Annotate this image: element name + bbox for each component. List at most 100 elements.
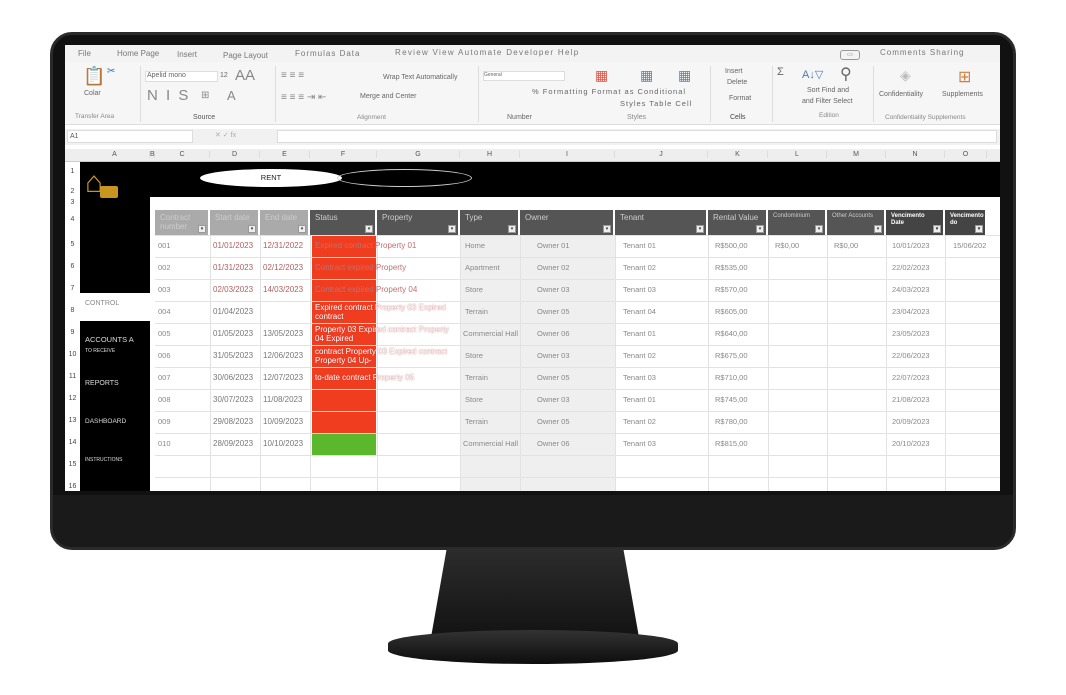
tenant[interactable]: Tenant 03 xyxy=(623,285,656,294)
tab-home[interactable]: Home Page xyxy=(117,49,160,58)
contract-number[interactable]: 004 xyxy=(158,307,171,316)
sidebar-menu-item[interactable]: INSTRUCTIONS xyxy=(85,457,123,463)
rental-value[interactable]: R$710,00 xyxy=(715,373,748,382)
due-date[interactable]: 20/09/2023 xyxy=(892,417,930,426)
start-date[interactable]: 30/07/2023 xyxy=(213,395,254,404)
filter-button[interactable]: and Filter Select xyxy=(802,98,853,105)
row-header[interactable]: 10 xyxy=(68,351,77,358)
bold-italic-underline[interactable]: N I S xyxy=(147,87,191,104)
tenant[interactable]: Tenant 04 xyxy=(623,307,656,316)
column-header-H[interactable]: H xyxy=(460,151,520,158)
insert-button[interactable]: Insert xyxy=(725,68,743,75)
filter-dropdown-icon[interactable]: ▾ xyxy=(508,225,516,233)
rental-value[interactable]: R$605,00 xyxy=(715,307,748,316)
start-date[interactable]: 29/08/2023 xyxy=(213,417,254,426)
row-header[interactable]: 8 xyxy=(70,307,75,314)
column-header-cell[interactable]: Rental Value ▾ xyxy=(708,210,768,235)
column-header-cell[interactable]: Status ▾ xyxy=(310,210,377,235)
type[interactable]: Terrain xyxy=(465,307,488,316)
format-button[interactable]: Format xyxy=(729,95,752,102)
type[interactable]: Store xyxy=(465,285,483,294)
column-header-N[interactable]: N xyxy=(886,151,945,158)
number-format-select[interactable]: General xyxy=(483,71,565,81)
comment-icon[interactable]: ▭ xyxy=(840,50,860,60)
tenant[interactable]: Tenant 02 xyxy=(623,263,656,272)
contract-number[interactable]: 009 xyxy=(158,417,171,426)
column-header-cell[interactable]: Start date ▾ xyxy=(210,210,260,235)
status-text[interactable]: Contract expired Property xyxy=(315,263,407,272)
paste-button[interactable]: Colar xyxy=(84,90,101,97)
row-header[interactable]: 4 xyxy=(70,216,75,223)
owner[interactable]: Owner 06 xyxy=(537,439,570,448)
contract-number[interactable]: 003 xyxy=(158,285,171,294)
end-date[interactable]: 13/05/2023 xyxy=(263,329,304,338)
sidebar-menu-item[interactable]: TO RECEIVE xyxy=(85,348,116,354)
font-name-select[interactable]: Apelid mono xyxy=(145,71,218,82)
supplements-button[interactable]: Supplements xyxy=(942,91,983,98)
filter-dropdown-icon[interactable]: ▾ xyxy=(198,225,206,233)
align-icons-2[interactable]: ≡ ≡ ≡ ⇥ ⇤ xyxy=(281,92,327,103)
end-date[interactable]: 12/31/2022 xyxy=(263,241,304,250)
row-header[interactable]: 11 xyxy=(68,373,77,380)
align-icons[interactable]: ≡ ≡ ≡ xyxy=(281,70,305,81)
contract-number[interactable]: 010 xyxy=(158,439,171,448)
column-header-E[interactable]: E xyxy=(260,151,310,158)
tenant[interactable]: Tenant 01 xyxy=(623,329,656,338)
type[interactable]: Home xyxy=(465,241,486,250)
column-header-cell[interactable]: Type ▾ xyxy=(460,210,520,235)
rental-value[interactable]: R$570,00 xyxy=(715,285,748,294)
status-cell[interactable] xyxy=(312,390,376,411)
font-grow-icon[interactable]: AA xyxy=(235,67,256,84)
status-text[interactable]: Property 03 Expired contract Property 04… xyxy=(315,325,449,343)
column-header-F[interactable]: F xyxy=(310,151,377,158)
filter-dropdown-icon[interactable]: ▾ xyxy=(448,225,456,233)
tenant[interactable]: Tenant 02 xyxy=(623,351,656,360)
delete-button[interactable]: Delete xyxy=(727,79,748,86)
contract-number[interactable]: 008 xyxy=(158,395,171,404)
row-header[interactable]: 9 xyxy=(70,329,75,336)
styles-buttons-2[interactable]: Styles Table Cell xyxy=(620,99,693,108)
filter-dropdown-icon[interactable]: ▾ xyxy=(696,225,704,233)
paste-icon[interactable]: 📋 xyxy=(83,66,106,86)
row-header[interactable]: 6 xyxy=(70,263,75,270)
sort-filter-icon[interactable]: A↓▽ xyxy=(802,69,824,81)
tenant[interactable]: Tenant 01 xyxy=(623,241,656,250)
rental-value[interactable]: R$500,00 xyxy=(715,241,748,250)
contract-number[interactable]: 007 xyxy=(158,373,171,382)
merge-center-button[interactable]: Merge and Center xyxy=(360,93,417,100)
status-cell[interactable] xyxy=(312,280,376,301)
column-header-M[interactable]: M xyxy=(827,151,886,158)
rental-value[interactable]: R$745,00 xyxy=(715,395,748,404)
type[interactable]: Store xyxy=(465,395,483,404)
owner[interactable]: Owner 03 xyxy=(537,351,570,360)
owner[interactable]: Owner 02 xyxy=(537,263,570,272)
sidebar-menu-item[interactable]: REPORTS xyxy=(85,380,119,387)
autosum-icon[interactable]: Σ xyxy=(777,66,784,78)
column-header-D[interactable]: D xyxy=(210,151,260,158)
column-header-B[interactable]: B xyxy=(150,151,155,158)
confidentiality-icon[interactable]: ◈ xyxy=(900,67,911,83)
contract-number[interactable]: 005 xyxy=(158,329,171,338)
row-header[interactable]: 2 xyxy=(70,188,75,195)
status-text[interactable]: to-date contract Property 05 xyxy=(315,373,415,382)
filter-dropdown-icon[interactable]: ▾ xyxy=(365,225,373,233)
tenant[interactable]: Tenant 02 xyxy=(623,417,656,426)
column-header-cell[interactable]: Property ▾ xyxy=(377,210,460,235)
font-size-select[interactable]: 12 xyxy=(220,72,228,79)
type[interactable]: Commercial Hall xyxy=(463,439,519,448)
sidebar-menu-item[interactable]: CONTROL xyxy=(85,300,120,307)
column-header-G[interactable]: G xyxy=(377,151,460,158)
owner[interactable]: Owner 03 xyxy=(537,285,570,294)
owner[interactable]: Owner 05 xyxy=(537,307,570,316)
formula-icons[interactable]: ✕ ✓ fx xyxy=(215,132,237,139)
tab-page-layout[interactable]: Page Layout xyxy=(223,51,268,60)
due-date[interactable]: 10/01/2023 xyxy=(892,241,930,250)
row-header[interactable]: 12 xyxy=(68,395,77,402)
styles-buttons[interactable]: % Formatting Format as Conditional xyxy=(532,87,687,96)
row-header[interactable]: 14 xyxy=(68,439,77,446)
cut-icon[interactable]: ✂ xyxy=(107,66,116,77)
due-date[interactable]: 24/03/2023 xyxy=(892,285,930,294)
filter-dropdown-icon[interactable]: ▾ xyxy=(815,225,823,233)
start-date[interactable]: 30/06/2023 xyxy=(213,373,254,382)
type[interactable]: Store xyxy=(465,351,483,360)
